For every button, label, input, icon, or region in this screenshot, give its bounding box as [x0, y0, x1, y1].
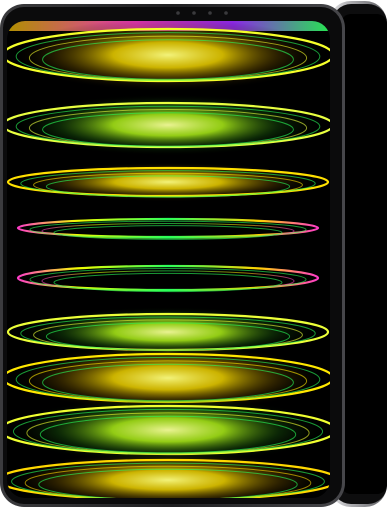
wallpaper-band-line	[7, 458, 330, 498]
wallpaper-band-line	[11, 462, 325, 498]
wallpaper-band-line	[7, 27, 330, 83]
wallpaper-glow	[11, 21, 325, 92]
wallpaper-band-line	[42, 39, 294, 80]
wallpaper-band-line	[16, 217, 320, 239]
camera-dot	[176, 11, 180, 15]
wallpaper-band-line	[53, 225, 283, 240]
wallpaper-band-line	[42, 112, 294, 147]
wallpaper-band-line	[41, 222, 295, 240]
camera-dot	[224, 11, 228, 15]
wallpaper-glow	[11, 344, 325, 412]
camera-dot	[208, 11, 212, 15]
camera-sensors	[176, 11, 228, 15]
camera-dot	[192, 11, 196, 15]
wallpaper-band-line	[28, 35, 308, 81]
wallpaper-band-line	[15, 32, 321, 81]
wallpaper-band-line	[38, 468, 298, 498]
wallpaper-band-line	[53, 272, 283, 293]
wallpaper-band-line	[24, 465, 312, 498]
wallpaper-glow	[8, 396, 328, 464]
wallpaper-band-line	[16, 264, 320, 292]
wallpaper	[7, 21, 330, 498]
wallpaper-band-line	[45, 175, 291, 198]
wallpaper-band-line	[29, 220, 307, 239]
wallpaper-band-line	[41, 270, 295, 292]
wallpaper-band-line	[29, 267, 307, 292]
